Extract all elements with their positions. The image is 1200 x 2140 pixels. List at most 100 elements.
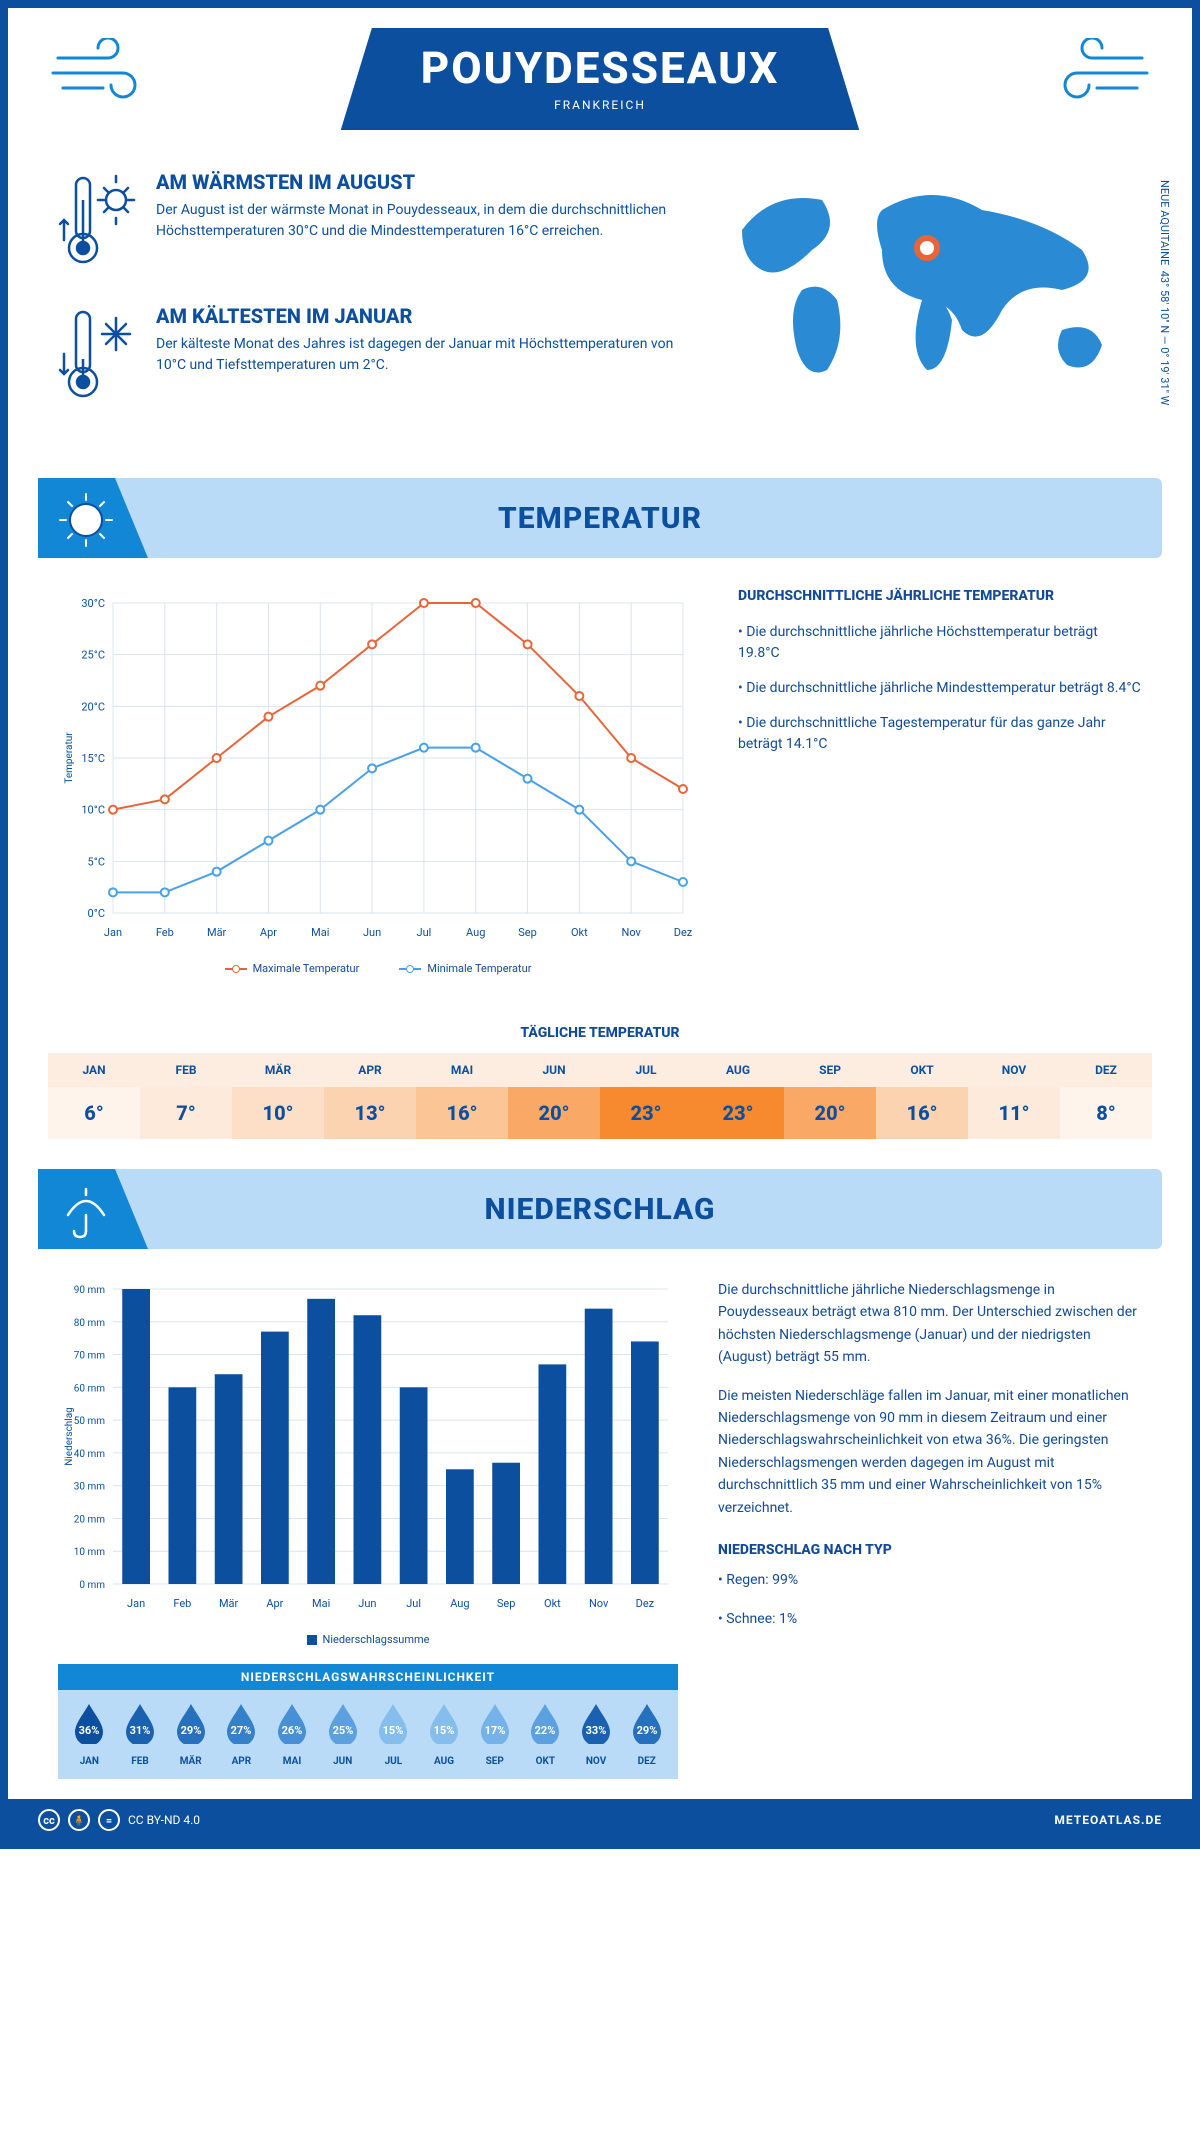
coldest-block: AM KÄLTESTEN IM JANUAR Der kälteste Mona…	[58, 304, 682, 408]
daily-cell: JAN6°	[48, 1053, 140, 1139]
daily-cell: MAI16°	[416, 1053, 508, 1139]
precip-type-title: NIEDERSCHLAG NACH TYP	[718, 1539, 1142, 1561]
svg-text:70 mm: 70 mm	[74, 1351, 105, 1362]
warmest-title: AM WÄRMSTEN IM AUGUST	[156, 170, 682, 194]
precip-p2: Die meisten Niederschläge fallen im Janu…	[718, 1385, 1142, 1519]
svg-text:Sep: Sep	[497, 1597, 516, 1610]
daily-cell: NOV11°	[968, 1053, 1060, 1139]
temperature-section: 0°C5°C10°C15°C20°C25°C30°CJanFebMärAprMa…	[8, 588, 1192, 1005]
precip-type2: • Schnee: 1%	[718, 1608, 1142, 1630]
prob-cell: 36%JAN	[64, 1702, 115, 1767]
svg-text:10 mm: 10 mm	[74, 1547, 105, 1558]
umbrella-icon	[56, 1181, 116, 1245]
precip-type1: • Regen: 99%	[718, 1569, 1142, 1591]
thermometer-hot-icon	[58, 170, 138, 274]
intro-section: AM WÄRMSTEN IM AUGUST Der August ist der…	[8, 140, 1192, 458]
svg-text:20°C: 20°C	[81, 700, 105, 713]
precip-legend: Niederschlagssumme	[58, 1633, 678, 1646]
svg-text:5°C: 5°C	[88, 855, 105, 868]
temp-info-title: DURCHSCHNITTLICHE JÄHRLICHE TEMPERATUR	[738, 588, 1142, 604]
city-name: POUYDESSEAUX	[421, 42, 780, 94]
svg-text:Mai: Mai	[311, 926, 329, 939]
precipitation-section: 0 mm10 mm20 mm30 mm40 mm50 mm60 mm70 mm8…	[8, 1279, 1192, 1799]
svg-text:Aug: Aug	[450, 1597, 469, 1610]
svg-text:Nov: Nov	[589, 1597, 609, 1610]
temp-info-b3: • Die durchschnittliche Tagestemperatur …	[738, 713, 1142, 755]
daily-cell: FEB7°	[140, 1053, 232, 1139]
country-name: FRANKREICH	[421, 98, 780, 112]
thermometer-cold-icon	[58, 304, 138, 408]
infographic-page: POUYDESSEAUX FRANKREICH AM WÄRMSTEN IM A…	[0, 0, 1200, 1849]
precipitation-text: Die durchschnittliche jährliche Niedersc…	[718, 1279, 1142, 1779]
svg-text:50 mm: 50 mm	[74, 1416, 105, 1427]
svg-text:90 mm: 90 mm	[74, 1285, 105, 1296]
daily-cell: SEP20°	[784, 1053, 876, 1139]
svg-text:Mär: Mär	[207, 926, 227, 939]
svg-text:25°C: 25°C	[81, 649, 105, 662]
svg-text:Jul: Jul	[406, 1597, 421, 1610]
cc-icon: cc	[38, 1809, 60, 1831]
svg-text:17%: 17%	[484, 1724, 505, 1737]
sun-icon	[56, 490, 116, 554]
svg-text:80 mm: 80 mm	[74, 1318, 105, 1329]
svg-text:31%: 31%	[130, 1724, 151, 1737]
svg-text:Feb: Feb	[156, 926, 174, 939]
title-banner: POUYDESSEAUX FRANKREICH	[341, 28, 860, 130]
prob-cell: 29%DEZ	[621, 1702, 672, 1767]
svg-text:Okt: Okt	[544, 1597, 561, 1610]
svg-text:15%: 15%	[434, 1724, 455, 1737]
svg-text:Niederschlag: Niederschlag	[64, 1407, 75, 1466]
svg-text:Feb: Feb	[173, 1597, 191, 1610]
svg-text:26%: 26%	[282, 1724, 303, 1737]
svg-text:Mär: Mär	[219, 1597, 239, 1610]
temperature-info: DURCHSCHNITTLICHE JÄHRLICHE TEMPERATUR •…	[738, 588, 1142, 975]
svg-text:15%: 15%	[383, 1724, 404, 1737]
svg-text:Dez: Dez	[636, 1597, 655, 1610]
nd-icon: =	[98, 1809, 120, 1831]
svg-text:Nov: Nov	[621, 926, 641, 939]
prob-title: NIEDERSCHLAGSWAHRSCHEINLICHKEIT	[58, 1664, 678, 1690]
svg-text:22%: 22%	[535, 1724, 556, 1737]
svg-text:Mai: Mai	[312, 1597, 330, 1610]
site-name: METEOATLAS.DE	[1054, 1813, 1162, 1827]
svg-text:Jul: Jul	[417, 926, 432, 939]
wind-icon	[1042, 38, 1152, 112]
svg-text:15°C: 15°C	[81, 752, 105, 765]
svg-text:60 mm: 60 mm	[74, 1383, 105, 1394]
coldest-title: AM KÄLTESTEN IM JANUAR	[156, 304, 682, 328]
daily-cell: MÄR10°	[232, 1053, 324, 1139]
precipitation-chart: 0 mm10 mm20 mm30 mm40 mm50 mm60 mm70 mm8…	[58, 1279, 678, 1619]
svg-text:10°C: 10°C	[81, 804, 105, 817]
prob-cell: 31%FEB	[115, 1702, 166, 1767]
svg-text:29%: 29%	[636, 1724, 657, 1737]
license-block: cc 🧍 = CC BY-ND 4.0	[38, 1809, 200, 1831]
svg-text:25%: 25%	[332, 1724, 353, 1737]
precipitation-left: 0 mm10 mm20 mm30 mm40 mm50 mm60 mm70 mm8…	[58, 1279, 678, 1779]
precip-probability: NIEDERSCHLAGSWAHRSCHEINLICHKEIT 36%JAN31…	[58, 1664, 678, 1779]
prob-cell: 27%APR	[216, 1702, 267, 1767]
svg-text:0 mm: 0 mm	[79, 1580, 105, 1591]
prob-cell: 25%JUN	[317, 1702, 368, 1767]
svg-text:Jan: Jan	[104, 926, 122, 939]
temp-section-title: TEMPERATUR	[498, 501, 702, 536]
temperature-chart: 0°C5°C10°C15°C20°C25°C30°CJanFebMärAprMa…	[58, 588, 698, 975]
prob-cell: 22%OKT	[520, 1702, 571, 1767]
svg-text:Apr: Apr	[266, 1597, 283, 1610]
svg-text:27%: 27%	[231, 1724, 252, 1737]
svg-text:Sep: Sep	[518, 926, 537, 939]
daily-cell: OKT16°	[876, 1053, 968, 1139]
precipitation-banner: NIEDERSCHLAG	[38, 1169, 1162, 1249]
prob-cell: 17%SEP	[469, 1702, 520, 1767]
temp-info-b2: • Die durchschnittliche jährliche Mindes…	[738, 678, 1142, 699]
world-map-icon	[722, 170, 1142, 400]
daily-cell: DEZ8°	[1060, 1053, 1152, 1139]
license-text: CC BY-ND 4.0	[128, 1813, 200, 1827]
svg-text:Jun: Jun	[363, 926, 381, 939]
intro-left: AM WÄRMSTEN IM AUGUST Der August ist der…	[58, 170, 682, 438]
prob-cell: 15%JUL	[368, 1702, 419, 1767]
svg-text:Jan: Jan	[127, 1597, 145, 1610]
svg-text:Temperatur: Temperatur	[64, 732, 75, 784]
svg-text:Apr: Apr	[260, 926, 277, 939]
coldest-text: Der kälteste Monat des Jahres ist dagege…	[156, 334, 682, 376]
warmest-block: AM WÄRMSTEN IM AUGUST Der August ist der…	[58, 170, 682, 274]
